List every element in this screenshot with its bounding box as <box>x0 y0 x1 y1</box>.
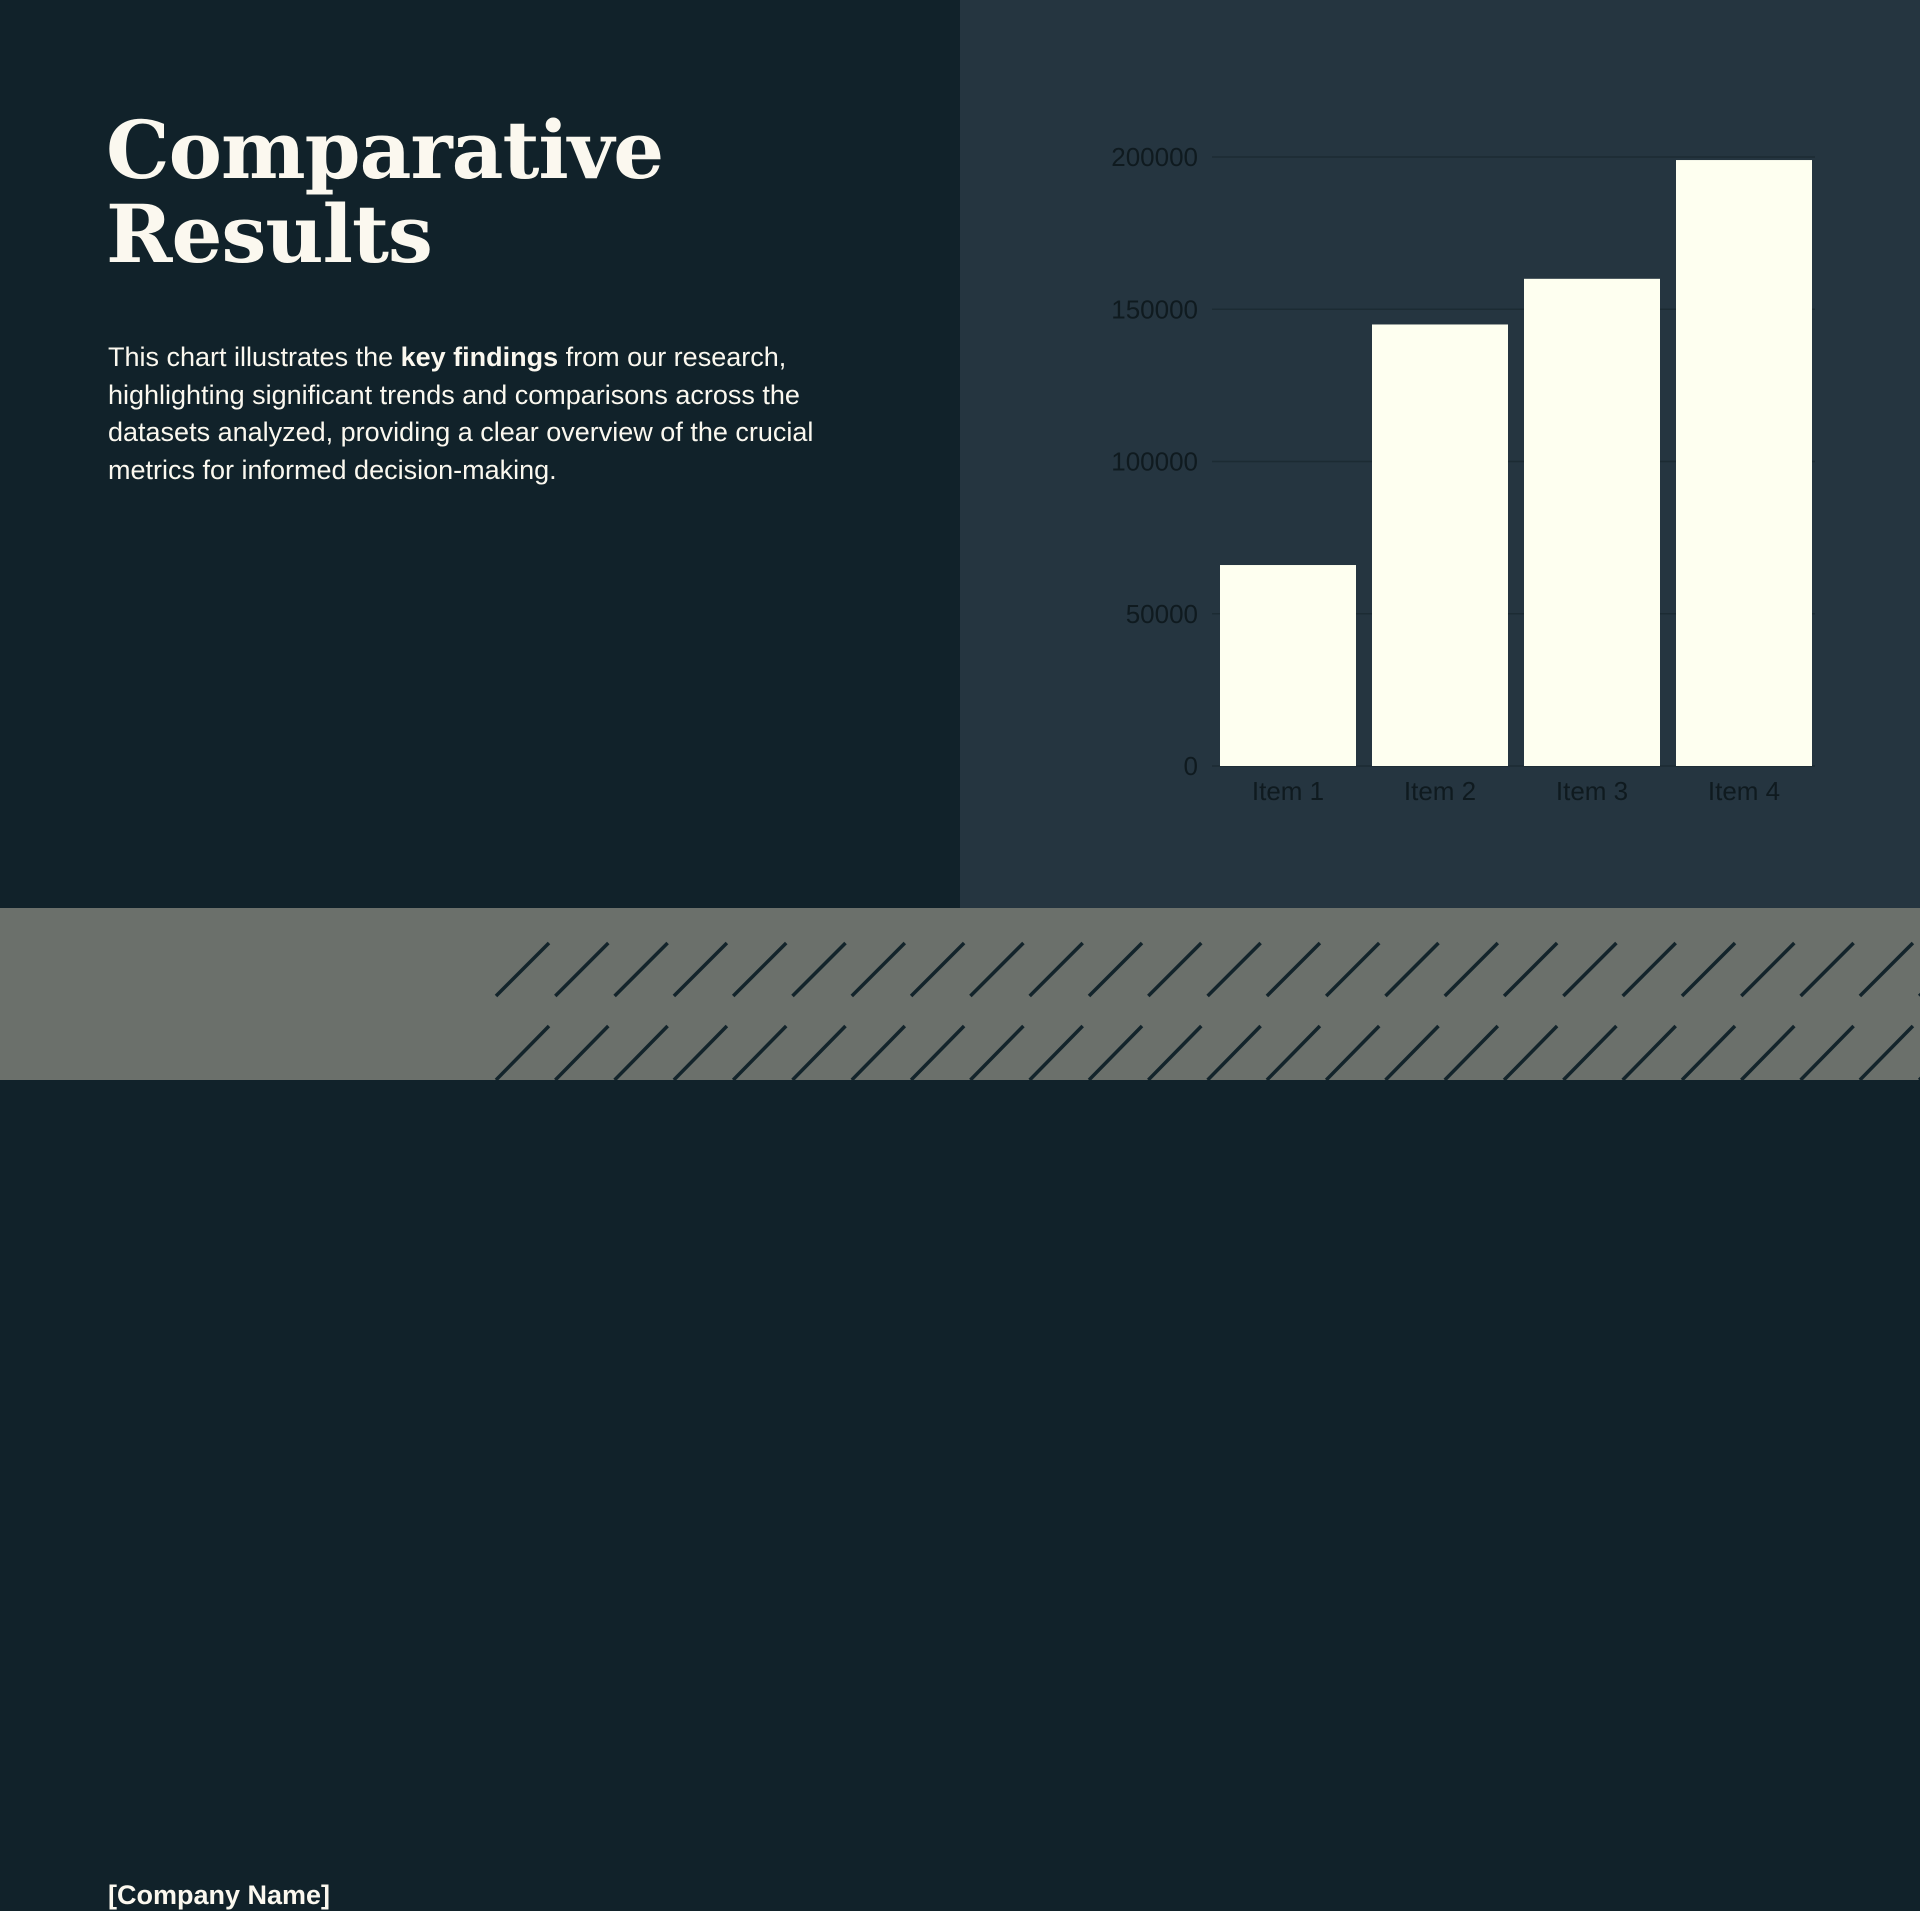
x-tick-label: Item 2 <box>1404 776 1476 806</box>
title-line-1: Comparative <box>106 103 664 197</box>
bar-item-4 <box>1676 160 1812 767</box>
bar-chart: 0 50000 100000 150000 200000 Item 1 Item 2 Item… <box>1111 142 1815 806</box>
description: This chart illustrates the key findings … <box>108 339 888 489</box>
x-tick-label: Item 1 <box>1252 776 1324 806</box>
page-title: Comparative Results <box>106 108 664 276</box>
y-tick-label: 200000 <box>1111 142 1198 172</box>
title-line-2: Results <box>106 187 433 281</box>
y-tick-label: 0 <box>1184 751 1198 781</box>
description-highlight: key findings <box>400 342 559 372</box>
x-tick-label: Item 3 <box>1556 776 1628 806</box>
company-name: [Company Name] <box>108 1880 331 1910</box>
left-panel: Comparative Results This chart illustrat… <box>0 0 960 908</box>
x-tick-label: Item 4 <box>1708 776 1780 806</box>
description-text-rest: from our research, highlighting signific… <box>108 342 814 485</box>
bar-item-2 <box>1372 324 1508 766</box>
footer: [Company Name] <box>0 908 1920 1910</box>
bar-item-3 <box>1524 278 1660 766</box>
y-tick-label: 100000 <box>1111 447 1198 477</box>
y-tick-label: 50000 <box>1126 599 1198 629</box>
description-text: This chart illustrates the <box>108 342 401 372</box>
bar-item-1 <box>1220 565 1356 766</box>
y-tick-label: 150000 <box>1111 294 1198 324</box>
